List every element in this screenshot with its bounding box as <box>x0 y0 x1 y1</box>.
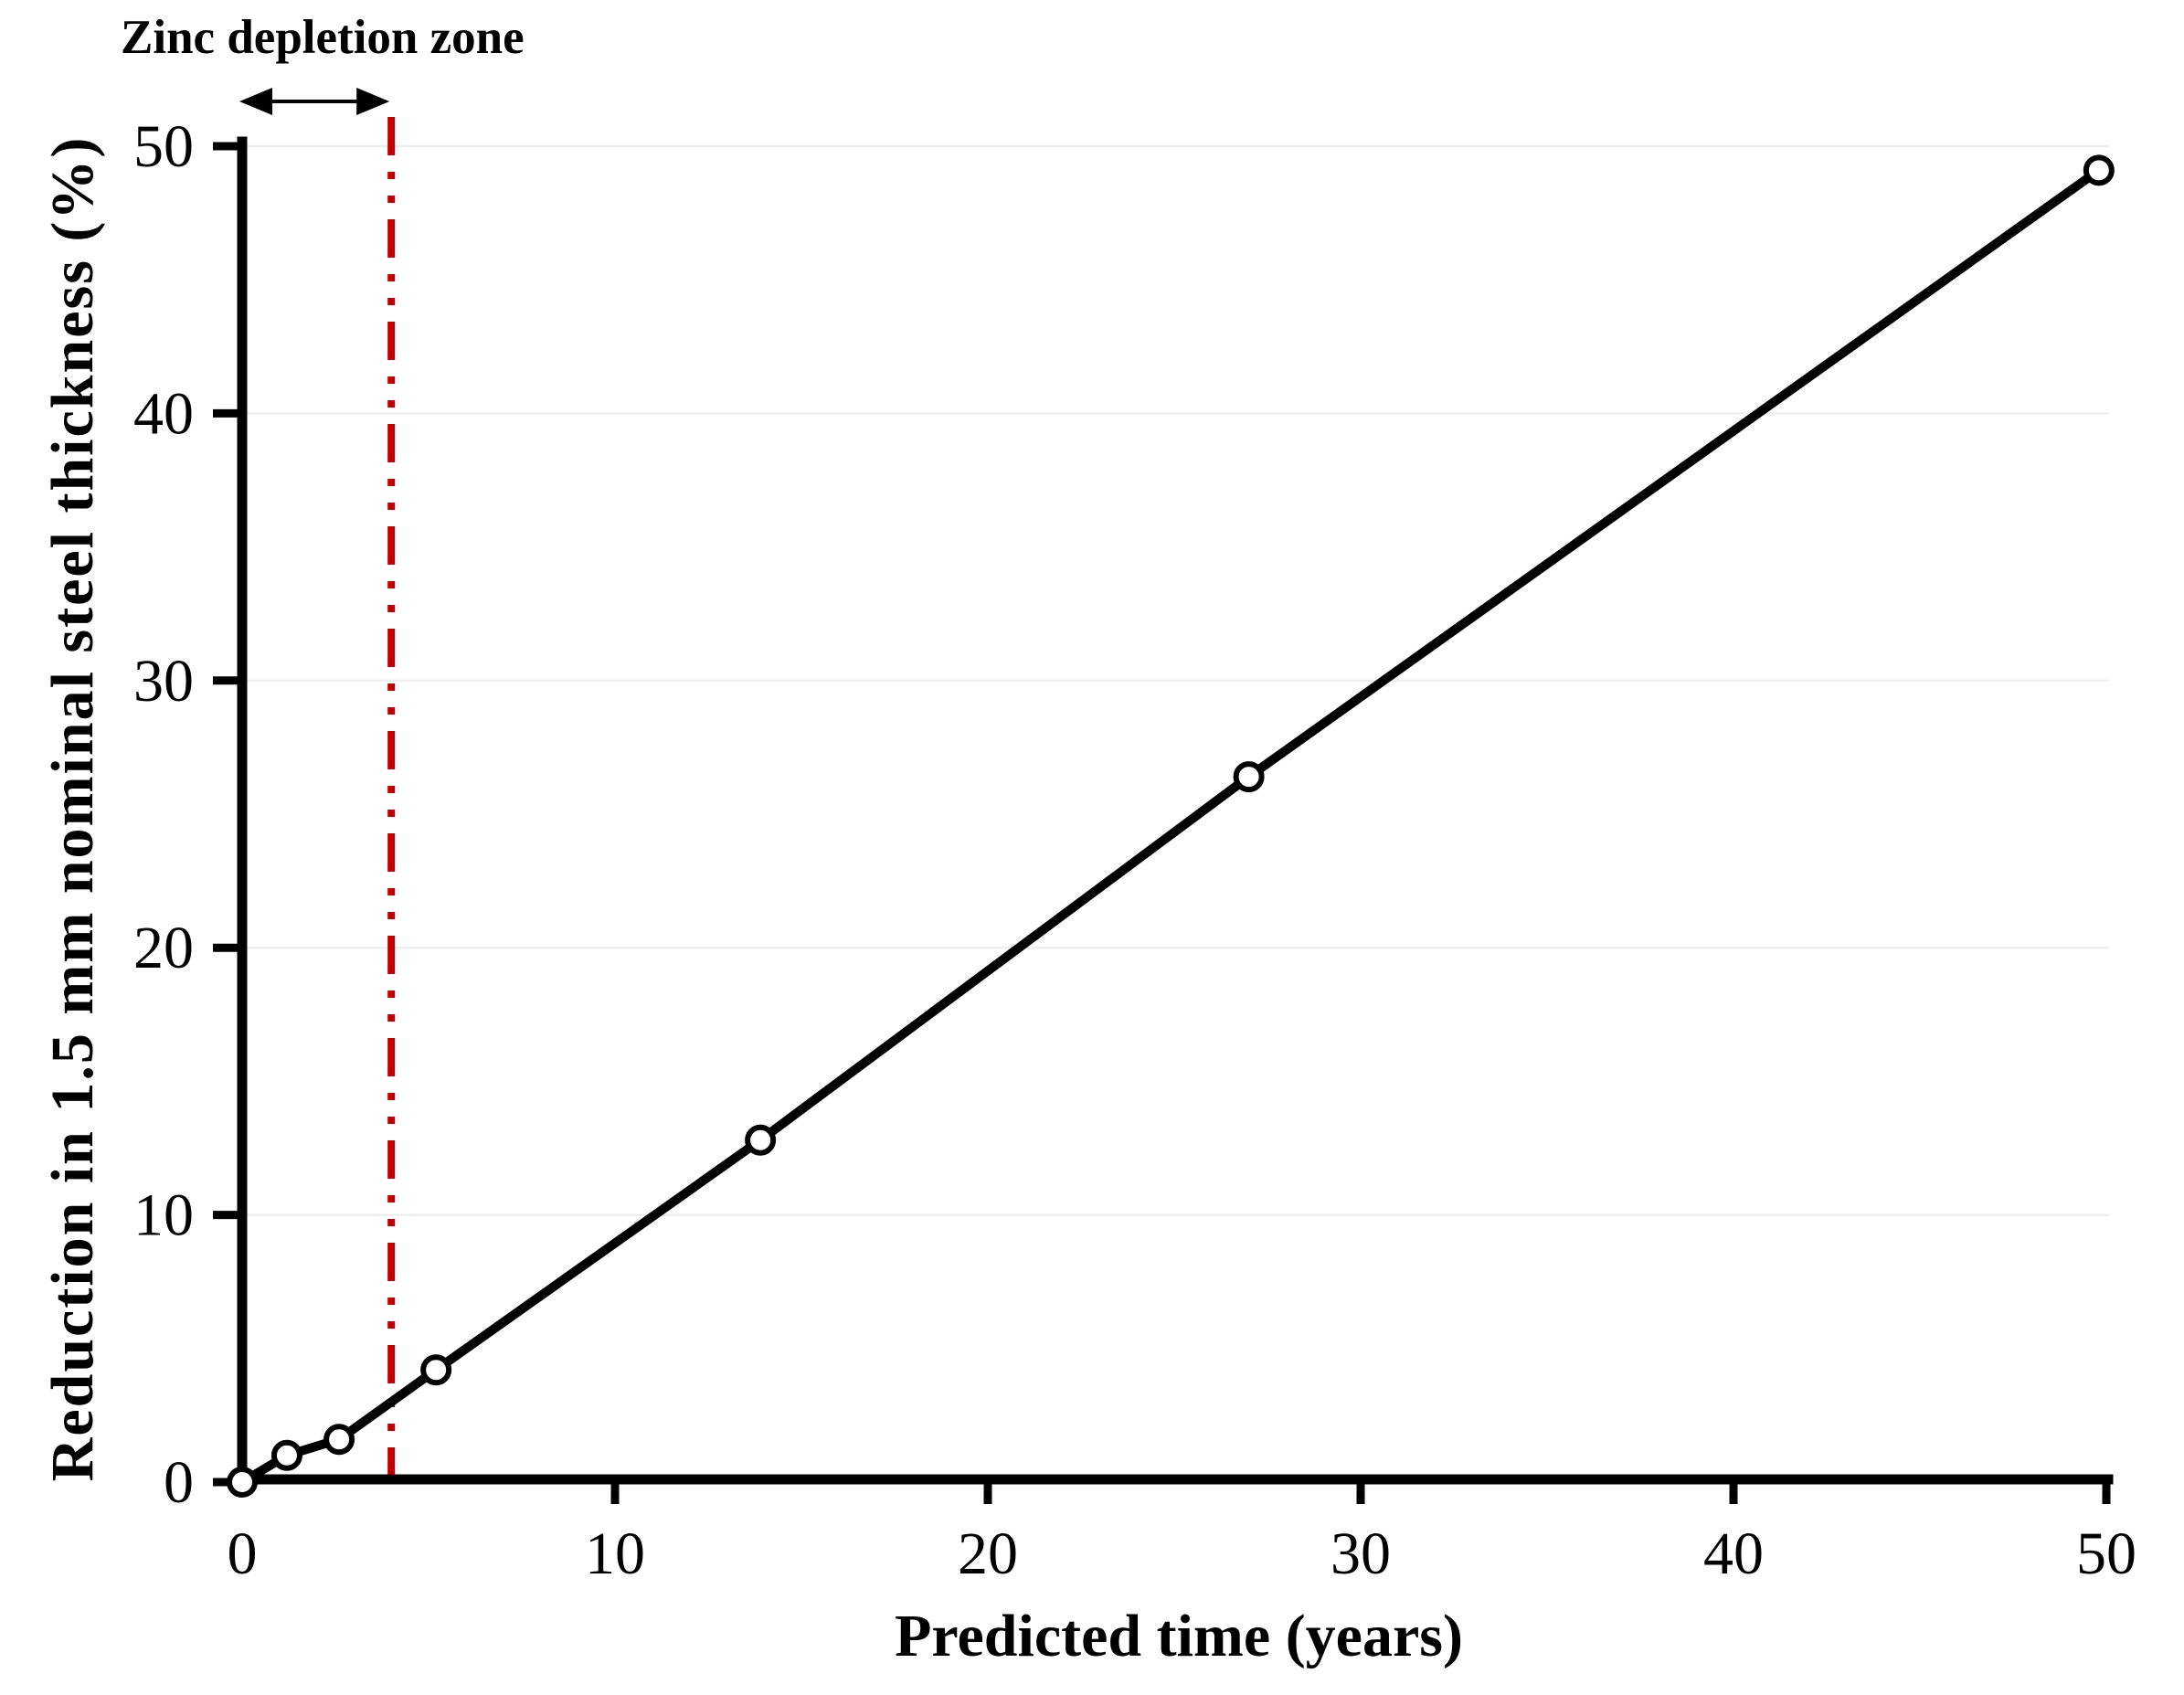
axis-ticks <box>213 142 2111 1504</box>
y-tick-label: 40 <box>133 380 194 447</box>
arrow-left-head-icon <box>239 88 272 115</box>
y-gridlines <box>247 144 2109 1216</box>
y-tick-label: 30 <box>133 648 194 715</box>
y-tick-label: 10 <box>133 1182 194 1249</box>
series-line <box>239 166 2102 1487</box>
chart-annotation-label: Zinc depletion zone <box>121 11 525 64</box>
x-tick-label: 10 <box>585 1520 645 1587</box>
axis-tick-labels: 0 10 20 30 40 50 0 10 20 30 40 50 <box>133 113 2136 1587</box>
arrow-right-head-icon <box>356 88 390 115</box>
series-markers <box>227 154 2115 1498</box>
data-point-marker <box>420 1354 452 1386</box>
data-point-marker <box>745 1124 777 1156</box>
x-tick-label: 20 <box>958 1520 1018 1587</box>
data-point-marker <box>2083 154 2115 186</box>
y-tick-label: 50 <box>133 113 194 180</box>
x-tick-label: 0 <box>228 1520 258 1587</box>
x-tick-label: 50 <box>2076 1520 2136 1587</box>
x-tick-label: 30 <box>1331 1520 1391 1587</box>
x-axis-title: Predicted time (years) <box>895 1603 1463 1669</box>
y-axis-title: Reduction in 1.5 mm nominal steel thickn… <box>39 136 106 1482</box>
data-point-marker <box>1233 761 1265 793</box>
y-tick-label: 0 <box>164 1449 194 1516</box>
y-tick-label: 20 <box>133 915 194 981</box>
data-point-marker <box>270 1439 302 1471</box>
x-tick-label: 40 <box>1703 1520 1764 1587</box>
data-point-marker <box>227 1467 258 1498</box>
data-point-marker <box>323 1424 355 1456</box>
zinc-depletion-zone-arrow <box>239 88 390 115</box>
